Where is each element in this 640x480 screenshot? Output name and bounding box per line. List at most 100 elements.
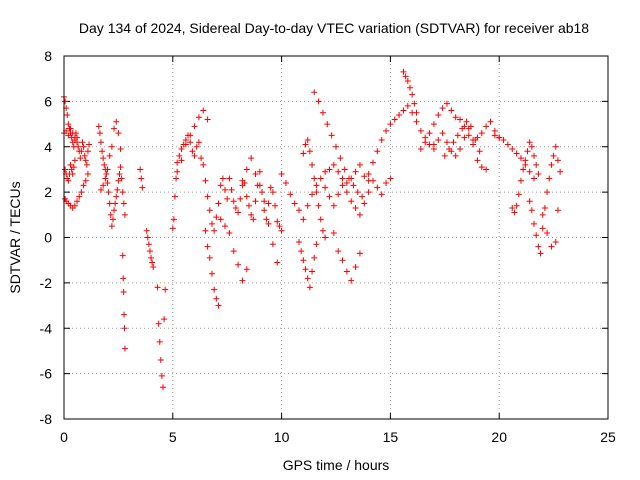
data-point: [204, 193, 211, 200]
data-point: [154, 284, 161, 291]
data-point: [109, 216, 116, 223]
data-point: [105, 189, 112, 196]
data-point: [146, 248, 153, 255]
data-point: [149, 259, 156, 266]
data-point: [313, 189, 320, 196]
data-point: [422, 139, 429, 146]
data-point: [491, 132, 498, 139]
data-point: [511, 209, 518, 216]
data-point: [224, 195, 231, 202]
data-point: [100, 182, 107, 189]
y-tick-label: 2: [44, 184, 52, 200]
data-point: [187, 132, 194, 139]
data-point: [309, 268, 316, 275]
data-point: [474, 157, 481, 164]
data-point: [261, 198, 268, 205]
data-point: [261, 207, 268, 214]
data-point: [348, 198, 355, 205]
data-point: [296, 207, 303, 214]
data-point: [232, 205, 239, 212]
data-point: [378, 191, 385, 198]
data-point: [118, 175, 125, 182]
data-point: [287, 191, 294, 198]
data-point: [204, 243, 211, 250]
data-point: [69, 170, 76, 177]
data-point: [313, 182, 320, 189]
data-point: [211, 286, 218, 293]
data-point: [267, 184, 274, 191]
data-point: [103, 170, 110, 177]
y-tick-label: -2: [40, 275, 53, 291]
data-point: [274, 259, 281, 266]
data-point: [396, 111, 403, 118]
data-point: [202, 177, 209, 184]
data-point: [509, 205, 516, 212]
data-point: [550, 152, 557, 159]
data-point: [296, 239, 303, 246]
data-point: [97, 139, 104, 146]
data-point: [213, 295, 220, 302]
data-point: [339, 257, 346, 264]
data-point: [160, 384, 167, 391]
data-point: [319, 227, 326, 234]
data-point: [352, 205, 359, 212]
data-point: [461, 134, 468, 141]
data-point: [228, 186, 235, 193]
data-point: [302, 266, 309, 273]
data-point: [374, 148, 381, 155]
data-point: [343, 180, 350, 187]
data-point: [326, 193, 333, 200]
data-point: [537, 250, 544, 257]
data-point: [439, 130, 446, 137]
data-point: [374, 184, 381, 191]
data-point: [230, 198, 237, 205]
data-point: [200, 107, 207, 114]
data-point: [548, 243, 555, 250]
data-point: [300, 257, 307, 264]
data-point: [198, 155, 205, 162]
data-point: [330, 161, 337, 168]
data-point: [361, 173, 368, 180]
data-point: [343, 268, 350, 275]
data-point: [383, 180, 390, 187]
data-point: [139, 184, 146, 191]
data-point: [195, 114, 202, 121]
data-point: [82, 177, 89, 184]
data-point: [387, 121, 394, 128]
data-point: [435, 111, 442, 118]
data-point: [413, 118, 420, 125]
data-point: [157, 357, 164, 364]
data-point: [400, 107, 407, 114]
data-point: [65, 121, 72, 128]
data-point: [524, 148, 531, 155]
data-point: [217, 216, 224, 223]
data-point: [112, 200, 119, 207]
data-point: [322, 184, 329, 191]
data-point: [539, 211, 546, 218]
data-point: [269, 241, 276, 248]
data-point: [448, 107, 455, 114]
data-point: [182, 141, 189, 148]
plot-frame: [63, 55, 609, 420]
data-point: [309, 191, 316, 198]
data-point: [120, 200, 127, 207]
data-point: [71, 202, 78, 209]
data-point: [369, 159, 376, 166]
data-point: [533, 232, 540, 239]
data-point: [256, 168, 263, 175]
data-point: [304, 275, 311, 282]
data-point: [443, 100, 450, 107]
data-point: [541, 205, 548, 212]
data-point: [156, 338, 163, 345]
data-point: [554, 207, 561, 214]
data-point: [71, 157, 78, 164]
data-point: [361, 200, 368, 207]
data-point: [243, 166, 250, 173]
data-point: [333, 143, 339, 150]
data-point: [217, 182, 224, 189]
data-point: [513, 202, 520, 209]
data-point: [335, 248, 342, 255]
data-point: [67, 125, 74, 132]
data-point: [546, 175, 553, 182]
data-point: [335, 168, 342, 175]
